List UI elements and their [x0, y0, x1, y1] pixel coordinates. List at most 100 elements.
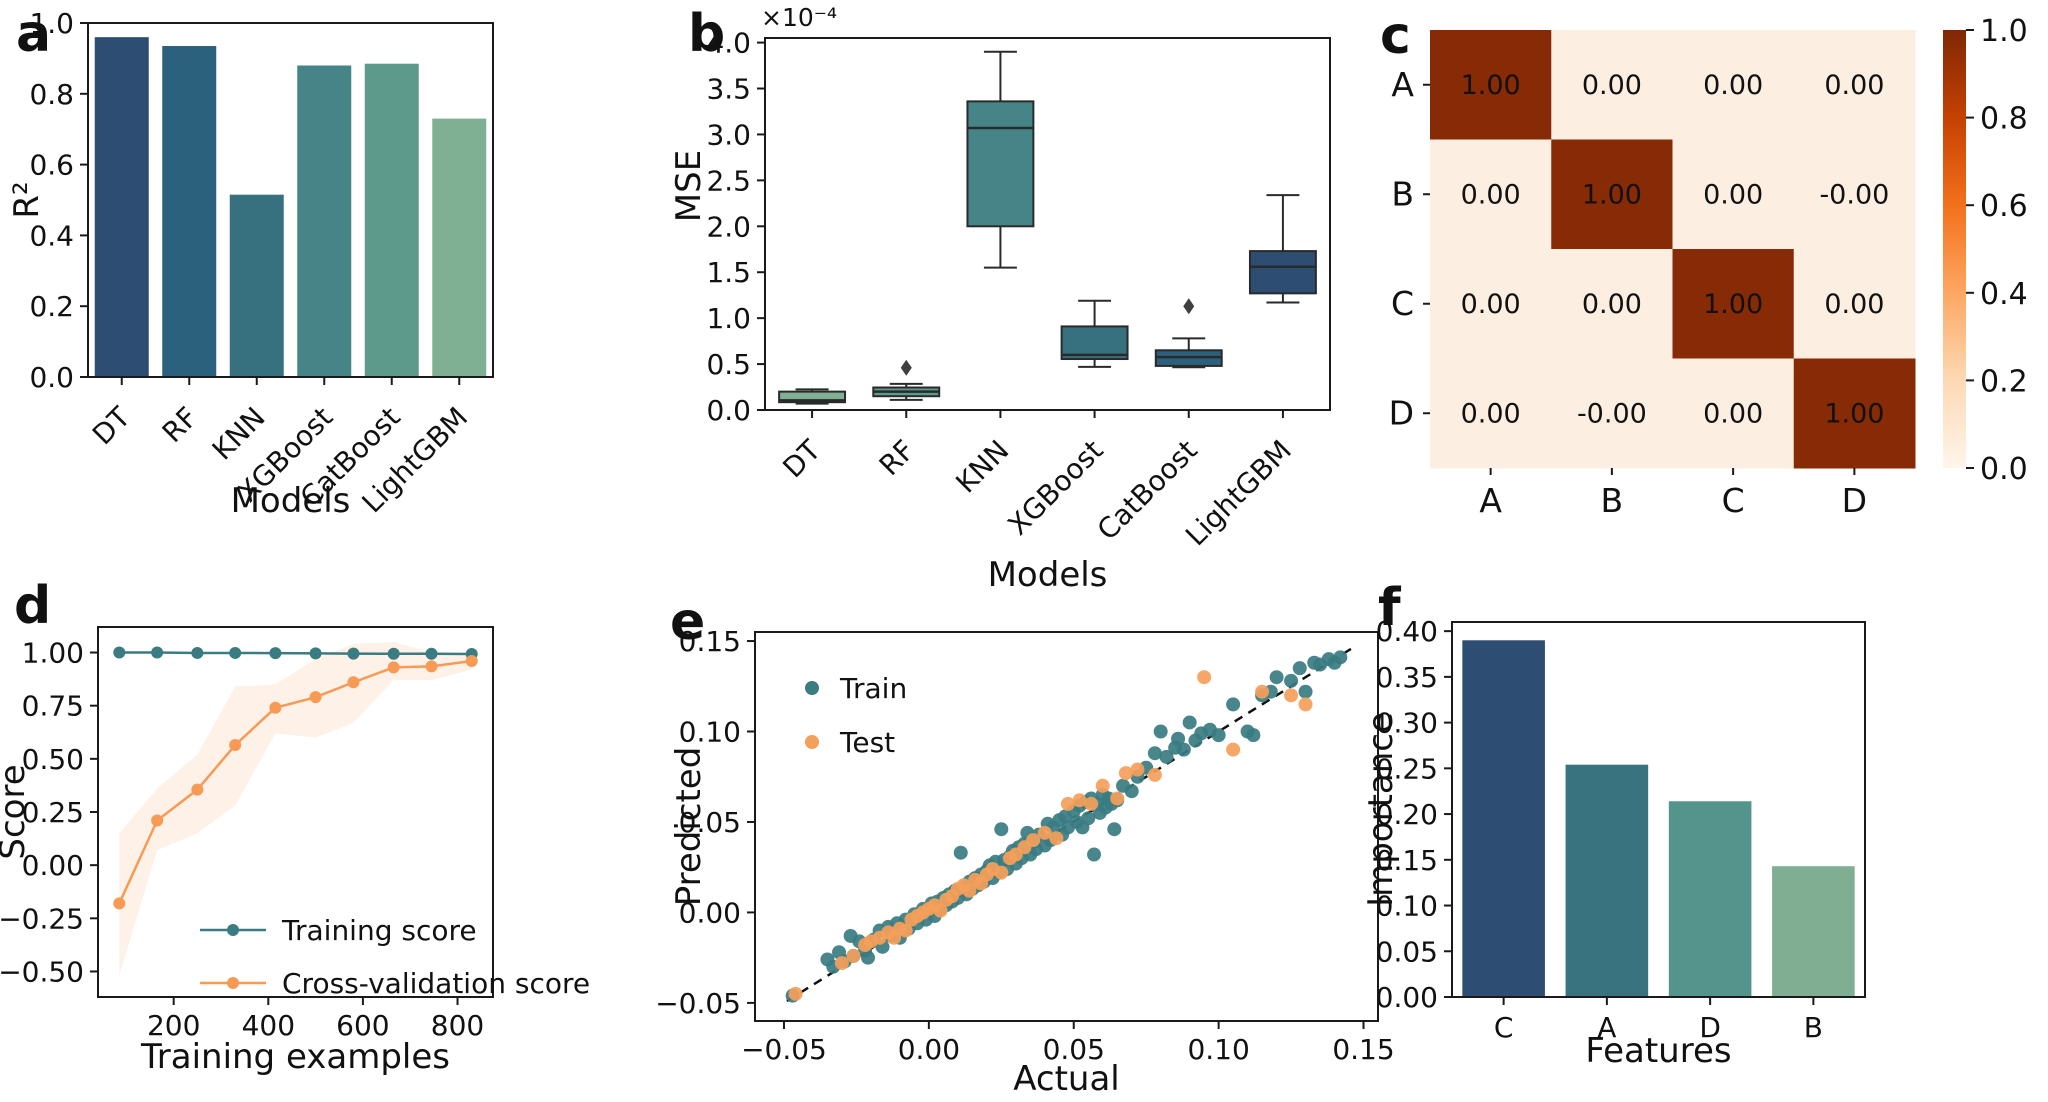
scatter-test	[788, 670, 1313, 1001]
panel-b-ytick-label: 4.0	[706, 27, 751, 60]
panel-d-xtick-label: 800	[431, 1009, 484, 1042]
point-train	[1298, 684, 1313, 699]
heatmap-cell-text: 0.00	[1703, 398, 1763, 429]
heatmap-cell-CD	[1793, 249, 1916, 359]
box-body	[1248, 250, 1317, 295]
panel-d-ytick-label: 1.00	[22, 637, 84, 670]
panel-f-ytick-label: 0.30	[1376, 707, 1438, 740]
panel-d-xlabel: Training examples	[140, 1037, 450, 1077]
panel-f-ytick-label: 0.10	[1376, 890, 1438, 923]
bar-f-A	[1565, 764, 1649, 997]
box-body	[778, 390, 847, 404]
point-test	[962, 883, 977, 898]
colorbar	[1943, 30, 1966, 468]
box-b-KNN	[966, 50, 1035, 269]
marker-cross-validation-score	[229, 739, 242, 752]
panel-e-xlabel: Actual	[1013, 1059, 1120, 1099]
point-test	[1197, 670, 1212, 685]
panel-letter-a: a	[16, 4, 52, 64]
bar-f-D	[1668, 801, 1752, 997]
point-test	[1072, 793, 1087, 808]
panel-c-col-label: B	[1601, 481, 1624, 520]
point-train	[994, 822, 1009, 837]
panel-e-xtick-label: 0.15	[1332, 1033, 1394, 1066]
box-b-RF	[872, 359, 941, 401]
cv-score-band	[119, 641, 472, 976]
bar-f-C	[1462, 640, 1545, 997]
colorbar-tick-label: 0.2	[1980, 364, 2028, 399]
panel-b-ytick-label: 0.0	[706, 394, 751, 427]
marker-training-score	[229, 646, 242, 659]
heatmap-cell-text: 1.00	[1461, 70, 1521, 101]
panel-f-bars	[1462, 640, 1855, 997]
panel-f-spines	[1451, 621, 1866, 998]
panel-d-ytick-label: 0.50	[22, 743, 84, 776]
heatmap-cell-text: 0.00	[1582, 289, 1642, 320]
point-train	[1147, 746, 1162, 761]
bar-a-CatBoost	[364, 63, 419, 378]
marker-cross-validation-score	[191, 783, 204, 796]
heatmap-cell-text: 0.00	[1703, 70, 1763, 101]
point-train	[1087, 847, 1102, 862]
panel-b-xtick-label: KNN	[949, 434, 1015, 500]
bar-f-B	[1772, 866, 1855, 997]
heatmap-cell-text: 1.00	[1824, 398, 1884, 429]
panel-c-row-label: D	[1389, 393, 1414, 432]
panel-e-ytick-label: 0.00	[679, 896, 741, 929]
heatmap-cell-AC	[1672, 30, 1795, 140]
panel-f-ylabel: Importance	[1361, 712, 1401, 907]
panel-letter-f: f	[1378, 578, 1401, 638]
point-test	[1026, 833, 1041, 848]
legend-label: Cross-validation score	[282, 967, 590, 1000]
marker-cross-validation-score	[151, 814, 164, 827]
panel-f-ytick-label: 0.15	[1376, 844, 1438, 877]
heatmap-cell-AA	[1430, 30, 1552, 140]
point-test	[1118, 766, 1133, 781]
bar-a-LightGBM	[432, 118, 487, 377]
heatmap-cell-text: -0.00	[1819, 179, 1889, 210]
point-test	[788, 986, 803, 1001]
marker-training-score	[269, 647, 282, 660]
panel-c-col-label: D	[1842, 481, 1867, 520]
marker-training-score	[113, 646, 126, 659]
point-train	[1176, 742, 1191, 757]
point-train	[1284, 673, 1299, 688]
panel-f-ytick-label: 0.25	[1376, 752, 1438, 785]
point-train	[1269, 670, 1284, 685]
marker-cross-validation-score	[347, 676, 360, 689]
outlier-diamond	[900, 359, 912, 376]
colorbar-tick-label: 0.8	[1980, 102, 2028, 137]
panel-b-xtick-label: DT	[776, 433, 827, 484]
point-train	[1153, 724, 1168, 739]
point-test	[1298, 697, 1313, 712]
point-test	[1226, 742, 1241, 757]
panel-d-xtick-label: 200	[147, 1009, 200, 1042]
legend-item-train: Train	[805, 672, 907, 705]
point-train	[1333, 650, 1348, 665]
colorbar-tick-label: 1.0	[1980, 14, 2028, 49]
heatmap-cell-text: 0.00	[1582, 70, 1642, 101]
marker-cross-validation-score	[387, 661, 400, 674]
legend-marker	[805, 681, 819, 695]
panel-d-ytick-label: −0.50	[0, 955, 84, 988]
box-b-CatBoost	[1154, 298, 1223, 369]
bar-a-RF	[162, 46, 217, 377]
panel-a-ytick-label: 1.0	[29, 7, 74, 40]
panel-b-ytick-label: 0.5	[706, 348, 751, 381]
heatmap-cell-text: 1.00	[1703, 289, 1763, 320]
panel-e-ytick-label: 0.10	[679, 716, 741, 749]
panel-letter-c: c	[1380, 6, 1411, 66]
point-test	[1130, 762, 1145, 777]
heatmap-cell-DC	[1672, 358, 1795, 469]
box-b-DT	[778, 388, 847, 405]
outlier-diamond	[1183, 298, 1195, 315]
panel-c-row-label: C	[1391, 284, 1414, 323]
panel-e: −0.05 0.00 0.05 0.10 0.15 −0.05 0.00 0.05 0.10 0.…	[655, 625, 1394, 1099]
box-body	[966, 100, 1035, 228]
marker-training-score	[309, 647, 322, 660]
point-test	[994, 865, 1009, 880]
panel-b-ytick-label: 3.0	[706, 118, 751, 151]
point-train	[1226, 697, 1241, 712]
bar-a-XGBoost	[297, 65, 352, 377]
panel-f: 0.00 0.05 0.10 0.15 0.20 0.25 0.30 0.35 0.40 C A D B…	[1361, 615, 1866, 1071]
